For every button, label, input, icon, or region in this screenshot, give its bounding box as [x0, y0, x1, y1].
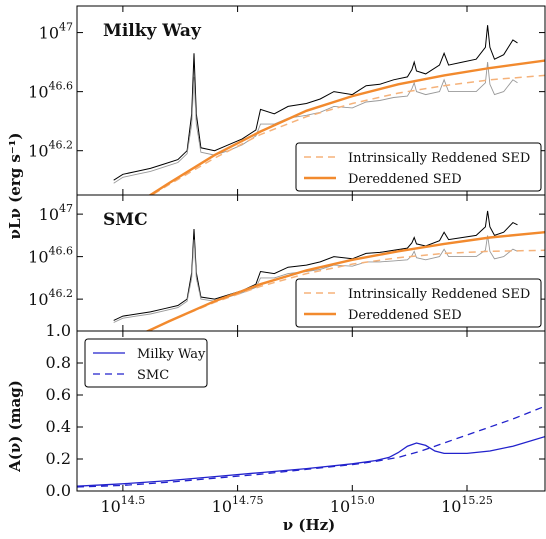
y-tick-label: 1046.6	[28, 245, 73, 267]
y-axis-label-extinction: A(ν) (mag)	[6, 380, 24, 473]
legend-box	[84, 338, 208, 388]
reddened-spectrum-line	[113, 62, 518, 184]
y-axis-label-sed: νLν (erg s⁻¹)	[6, 133, 24, 240]
legend-entry: Intrinsically Reddened SED	[348, 287, 530, 302]
observed-spectrum-line	[113, 210, 518, 321]
y-tick-label: 1046.2	[28, 139, 73, 161]
smc-sed-panel: 1046.2 1046.6 1047 SMC Intrinsically Reddene…	[28, 194, 546, 332]
y-tick-label: 0.0	[46, 481, 71, 500]
y-tick-label: 1047	[39, 202, 73, 224]
series-line-dereddened-sed	[148, 59, 545, 195]
y-tick-label: 0.2	[46, 449, 71, 468]
x-tick-label: 1014.5	[100, 494, 145, 516]
x-axis-label: ν (Hz)	[283, 516, 336, 534]
legend: Milky Way SMC	[84, 338, 208, 388]
legend-entry: Milky Way	[137, 347, 206, 362]
legend-entry: Dereddened SED	[348, 308, 462, 323]
legend-box	[295, 278, 542, 328]
x-tick-label: 1015.25	[441, 494, 493, 516]
legend-box	[295, 142, 542, 192]
y-tick-label: 0.4	[46, 417, 71, 436]
series-line-intrinsically-reddened-sed	[150, 74, 545, 195]
y-tick-label: 1046.6	[28, 80, 73, 102]
panel-title: Milky Way	[103, 21, 202, 41]
y-tick-label: 1046.2	[28, 287, 73, 309]
milky-way-sed-panel: 1046.2 1046.6 1047 Milky Way Intrinsically R…	[28, 5, 546, 196]
legend-entry: SMC	[137, 368, 169, 383]
axes-frame	[76, 330, 546, 492]
legend-entry: Dereddened SED	[348, 172, 462, 187]
plot-area	[113, 25, 545, 195]
y-tick-label: 1.0	[46, 321, 71, 340]
plot-area	[77, 405, 545, 488]
x-tick-label: 1014.75	[212, 494, 264, 516]
y-tick-label: 0.6	[46, 385, 71, 404]
x-tick-label: 1015.0	[330, 494, 375, 516]
panel-title: SMC	[103, 210, 148, 230]
extinction-panel: 0.0 0.2 0.4 0.6 0.8 1.0 1014.5 1014.75 1015.0 101…	[46, 321, 546, 516]
observed-spectrum-line	[113, 25, 518, 181]
legend: Intrinsically Reddened SED Dereddened SED	[295, 278, 542, 328]
y-tick-label: 1047	[39, 21, 73, 43]
legend: Intrinsically Reddened SED Dereddened SED	[295, 142, 542, 192]
y-tick-label: 0.8	[46, 353, 71, 372]
series-line-milky-way	[77, 435, 545, 487]
series-line-dereddened-sed	[145, 231, 545, 331]
plot-area	[113, 210, 545, 331]
legend-entry: Intrinsically Reddened SED	[348, 151, 530, 166]
series-line-smc	[77, 405, 545, 488]
